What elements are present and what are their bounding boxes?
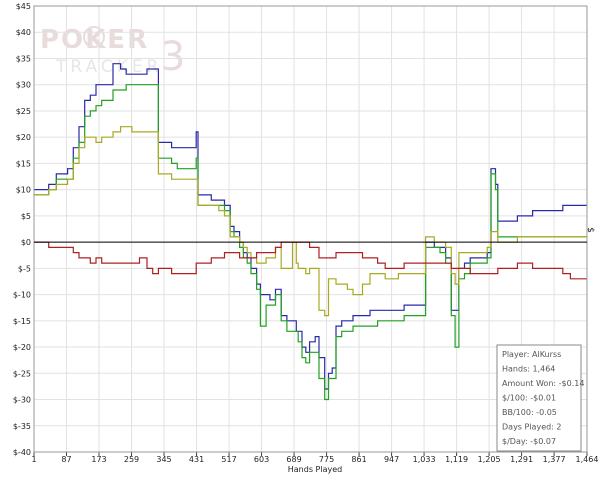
x-axis-label: Hands Played [288, 465, 342, 474]
stats-box-frame [496, 344, 582, 452]
x-tick-label: 1,119 [445, 455, 468, 464]
axes: $45 $40 $35 $30 $25 $20 $15 $10 $5 $0 $-5 $-10 $-15 $… [13, 2, 599, 464]
y-tick-label: $35 [16, 54, 31, 63]
x-tick-label: 775 [319, 455, 334, 464]
stats-line: $/100: -$0.01 [502, 394, 556, 403]
y-tick-label: $-20 [13, 343, 31, 352]
y-tick-label: $-35 [13, 422, 31, 431]
logo-chip-icon [83, 26, 105, 48]
poker-tracker-logo: POKER 3 TRACKER [40, 25, 185, 80]
plot-frame [33, 5, 588, 453]
stats-line: Player: AlKurss [502, 350, 561, 359]
y-tick-label: $15 [16, 159, 31, 168]
x-tick-label: 517 [221, 455, 236, 464]
series-line-3 [34, 126, 587, 317]
x-tick-label: 259 [124, 455, 139, 464]
logo-word-tracker: TRACKER [55, 57, 162, 77]
stats-lines: Player: AlKurss Hands: 1,464 Amount Won: -… [502, 350, 584, 446]
stats-line: Amount Won: -$0.14 [502, 379, 584, 388]
stats-box: Player: AlKurss Hands: 1,464 Amount Won: -… [496, 344, 584, 452]
x-tick-label: 1,291 [510, 455, 533, 464]
x-tick-label: 1,033 [413, 455, 436, 464]
stats-line: Days Played: 2 [502, 423, 562, 432]
y-tick-label: $45 [16, 2, 31, 11]
y-tick-label: $-40 [13, 448, 31, 457]
y-tick-label: $30 [16, 81, 31, 90]
series-line-2 [34, 84, 587, 401]
x-tick-label: 1,464 [576, 455, 599, 464]
y-tick-label: $40 [16, 28, 31, 37]
x-tick-label: 345 [156, 455, 171, 464]
x-tick-label: 1,205 [478, 455, 501, 464]
x-tick-label: 689 [286, 455, 301, 464]
y-tick-label: $-30 [13, 396, 31, 405]
y-tick-label: $25 [16, 107, 31, 116]
stats-line: $/Day: -$0.07 [502, 437, 556, 446]
y-tick-label: $0 [21, 238, 31, 247]
x-tick-label: 947 [384, 455, 399, 464]
x-tick-label: 861 [351, 455, 366, 464]
x-tick-label: 87 [61, 455, 71, 464]
x-tick-label: 603 [254, 455, 269, 464]
y-axis-label: $ [585, 227, 595, 233]
y-tick-label: $10 [16, 186, 31, 195]
y-tick-label: $-25 [13, 369, 31, 378]
logo-word-poker: POKER [40, 25, 149, 55]
x-tick-label: 431 [189, 455, 204, 464]
x-tick-label: 1 [31, 455, 36, 464]
y-tick-label: $-5 [18, 264, 31, 273]
y-tick-label: $20 [16, 133, 31, 142]
stats-line: Hands: 1,464 [502, 365, 555, 374]
y-tick-label: $-10 [13, 291, 31, 300]
y-tick-label: $-15 [13, 317, 31, 326]
x-tick-label: 1,377 [543, 455, 566, 464]
x-tick-label: 173 [91, 455, 106, 464]
stats-line: BB/100: -0.05 [502, 408, 557, 417]
y-tick-label: $5 [21, 212, 31, 221]
